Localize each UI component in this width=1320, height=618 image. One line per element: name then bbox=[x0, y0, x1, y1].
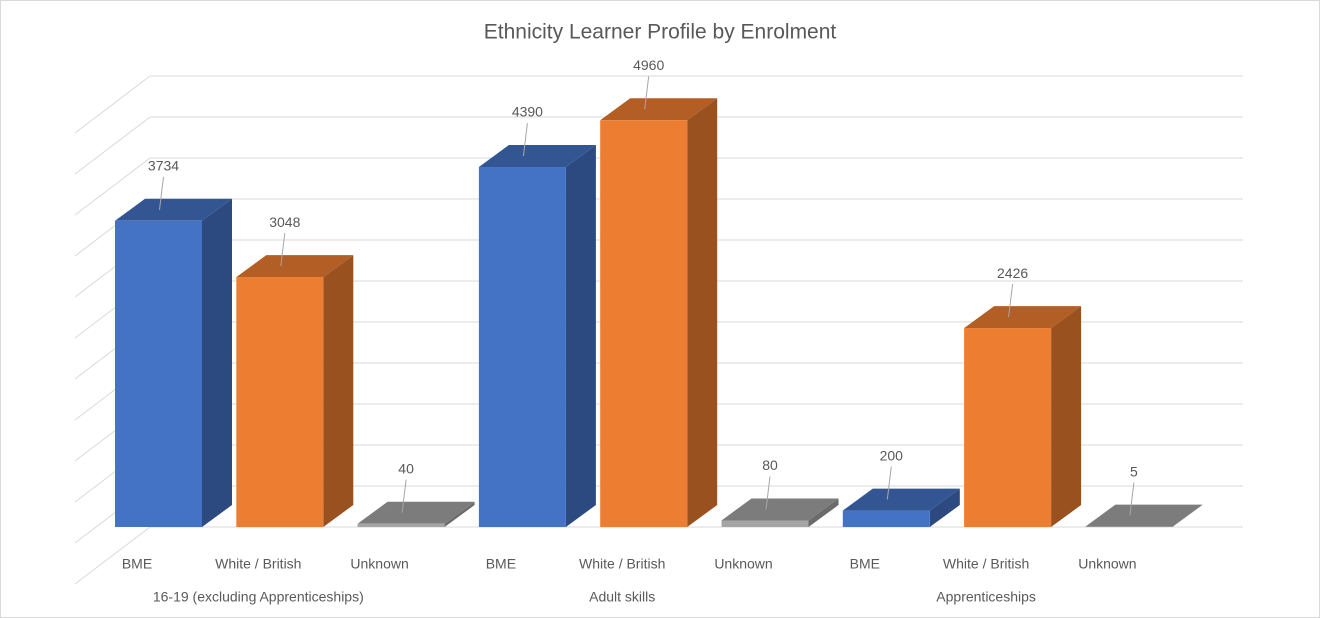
chart-title: Ethnicity Learner Profile by Enrolment bbox=[484, 21, 837, 44]
x-tick-label: White / British bbox=[215, 556, 301, 572]
data-label: 200 bbox=[880, 447, 904, 463]
side-grid-line bbox=[74, 75, 151, 134]
leader-line bbox=[765, 476, 771, 510]
x-tick-label: Unknown bbox=[350, 556, 408, 572]
bar-top bbox=[357, 501, 475, 524]
x-tick-label: Unknown bbox=[1078, 556, 1136, 572]
bar bbox=[842, 510, 930, 527]
data-label: 2426 bbox=[997, 265, 1028, 281]
bar-top bbox=[115, 198, 232, 221]
bar-side bbox=[808, 498, 839, 527]
data-label: 3048 bbox=[269, 214, 300, 230]
leader-line bbox=[644, 76, 650, 110]
bar bbox=[357, 523, 445, 527]
x-tick-label: BME bbox=[122, 556, 152, 572]
data-label: 40 bbox=[398, 460, 414, 476]
x-tick-label: White / British bbox=[943, 556, 1029, 572]
leader-line bbox=[1008, 284, 1014, 318]
group-label: 16-19 (excluding Apprenticeships) bbox=[153, 589, 364, 605]
bar bbox=[600, 120, 688, 527]
bar-side bbox=[323, 255, 354, 527]
data-label: 4390 bbox=[512, 104, 543, 120]
x-tick-label: White / British bbox=[579, 556, 665, 572]
side-grid-line bbox=[74, 157, 151, 216]
leader-line bbox=[522, 122, 528, 157]
side-grid-line bbox=[74, 116, 151, 175]
group-label: Adult skills bbox=[589, 589, 655, 605]
bar-side bbox=[202, 198, 232, 527]
bar bbox=[721, 520, 809, 527]
x-tick-label: BME bbox=[486, 556, 516, 572]
side-grid-line bbox=[74, 526, 151, 585]
bar bbox=[478, 167, 566, 527]
bar-side bbox=[687, 98, 718, 527]
x-tick-label: Unknown bbox=[714, 556, 772, 572]
bar-side bbox=[929, 488, 960, 527]
bar-top bbox=[600, 98, 718, 121]
leader-line bbox=[401, 479, 407, 513]
group-label: Apprenticeships bbox=[936, 589, 1036, 605]
leader-line bbox=[280, 233, 286, 267]
bar-top bbox=[236, 255, 354, 278]
bar-top bbox=[842, 488, 960, 511]
data-label: 4960 bbox=[633, 57, 664, 73]
bar-side bbox=[1172, 504, 1203, 527]
x-tick-label: BME bbox=[850, 556, 880, 572]
bar bbox=[115, 220, 202, 527]
bar-top bbox=[721, 498, 839, 521]
bar-side bbox=[1051, 306, 1082, 527]
leader-line bbox=[1129, 482, 1135, 516]
leader-line bbox=[886, 466, 892, 500]
bar-top bbox=[478, 145, 596, 168]
bar-top bbox=[1085, 504, 1203, 527]
data-label: 80 bbox=[762, 457, 778, 473]
bar-top bbox=[964, 306, 1082, 329]
bar bbox=[236, 277, 324, 527]
leader-line bbox=[159, 176, 164, 210]
data-label: 5 bbox=[1130, 463, 1138, 479]
bar bbox=[964, 328, 1052, 527]
bar-side bbox=[444, 501, 475, 527]
bar-side bbox=[565, 145, 596, 527]
data-label: 3734 bbox=[148, 158, 179, 174]
